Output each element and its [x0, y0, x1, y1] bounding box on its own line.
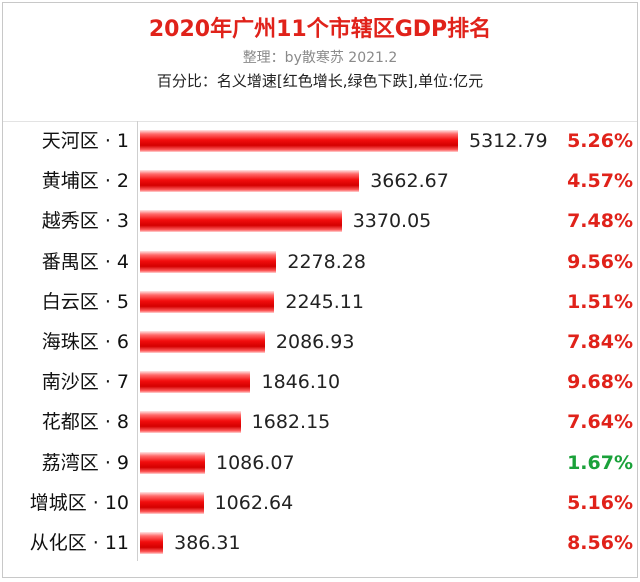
chart-subtitle: 整理：by散寒苏 2021.2	[242, 50, 398, 66]
value-label: 1682.15	[251, 411, 331, 434]
value-label: 2086.93	[275, 331, 355, 353]
bar-row: 番禺区 · 4 2278.28 9.56%	[3, 242, 639, 282]
growth-label: 7.84%	[567, 331, 633, 353]
growth-label: 7.64%	[567, 411, 633, 434]
category-label: 海珠区 · 6	[41, 331, 129, 353]
growth-label: 5.16%	[567, 491, 633, 514]
bar-plot-area: 天河区 · 1 5312.79 5.26% 黄埔区 · 2 3662.67 4.57% 越秀…	[3, 121, 639, 577]
chart-title: 2020年广州11个市辖区GDP排名	[148, 17, 492, 42]
value-label: 2245.11	[285, 290, 364, 313]
gdp-bar	[140, 491, 204, 514]
gdp-bar	[140, 250, 277, 273]
bar-row: 花都区 · 8 1682.15 7.64%	[3, 402, 639, 442]
header-divider	[3, 121, 637, 122]
value-label: 3662.67	[370, 170, 449, 193]
category-label: 越秀区 · 3	[41, 210, 129, 233]
bar-row: 白云区 · 5 2245.11 1.51%	[3, 282, 639, 322]
bar-row: 增城区 · 10 1062.64 5.16%	[3, 483, 639, 523]
gdp-bar	[140, 371, 251, 394]
growth-label: 9.56%	[567, 250, 633, 273]
bar-row: 黄埔区 · 2 3662.67 4.57%	[3, 161, 639, 201]
category-axis-line	[137, 121, 138, 561]
growth-label: 1.67%	[567, 451, 633, 474]
growth-label: 7.48%	[567, 210, 633, 233]
growth-label: 1.51%	[567, 290, 633, 313]
gdp-bar	[140, 210, 342, 233]
category-label: 番禺区 · 4	[41, 250, 129, 273]
gdp-bar	[140, 290, 275, 313]
category-label: 从化区 · 11	[29, 532, 129, 554]
gdp-bar	[140, 411, 241, 434]
value-label: 3370.05	[352, 210, 432, 233]
gdp-bar	[140, 451, 205, 474]
bar-row: 从化区 · 11 386.31 8.56%	[3, 523, 639, 563]
bar-row: 南沙区 · 7 1846.10 9.68%	[3, 362, 639, 402]
growth-label: 9.68%	[567, 371, 633, 394]
value-label: 1846.10	[261, 371, 341, 394]
category-label: 荔湾区 · 9	[41, 451, 129, 474]
category-label: 增城区 · 10	[29, 491, 129, 514]
bar-row: 海珠区 · 6 2086.93 7.84%	[3, 322, 639, 362]
gdp-bar	[140, 331, 265, 353]
growth-label: 8.56%	[567, 532, 633, 554]
category-label: 花都区 · 8	[41, 411, 129, 434]
gdp-bar	[140, 130, 458, 152]
bar-row: 荔湾区 · 9 1086.07 1.67%	[3, 443, 639, 483]
growth-label: 5.26%	[567, 130, 633, 152]
category-label: 南沙区 · 7	[41, 371, 129, 394]
value-label: 386.31	[174, 532, 241, 554]
category-label: 黄埔区 · 2	[41, 170, 129, 193]
value-label: 1086.07	[216, 451, 295, 474]
bar-row: 天河区 · 1 5312.79 5.26%	[3, 121, 639, 161]
gdp-bar	[140, 170, 360, 193]
growth-label: 4.57%	[567, 170, 633, 193]
value-label: 1062.64	[214, 491, 294, 514]
bar-row: 越秀区 · 3 3370.05 7.48%	[3, 201, 639, 241]
value-label: 5312.79	[469, 130, 548, 152]
category-label: 白云区 · 5	[41, 290, 129, 313]
category-label: 天河区 · 1	[41, 130, 129, 152]
chart-note: 百分比：名义增速[红色增长,绿色下跌],单位:亿元	[156, 72, 484, 90]
gdp-bar	[140, 532, 164, 554]
value-label: 2278.28	[287, 250, 366, 273]
